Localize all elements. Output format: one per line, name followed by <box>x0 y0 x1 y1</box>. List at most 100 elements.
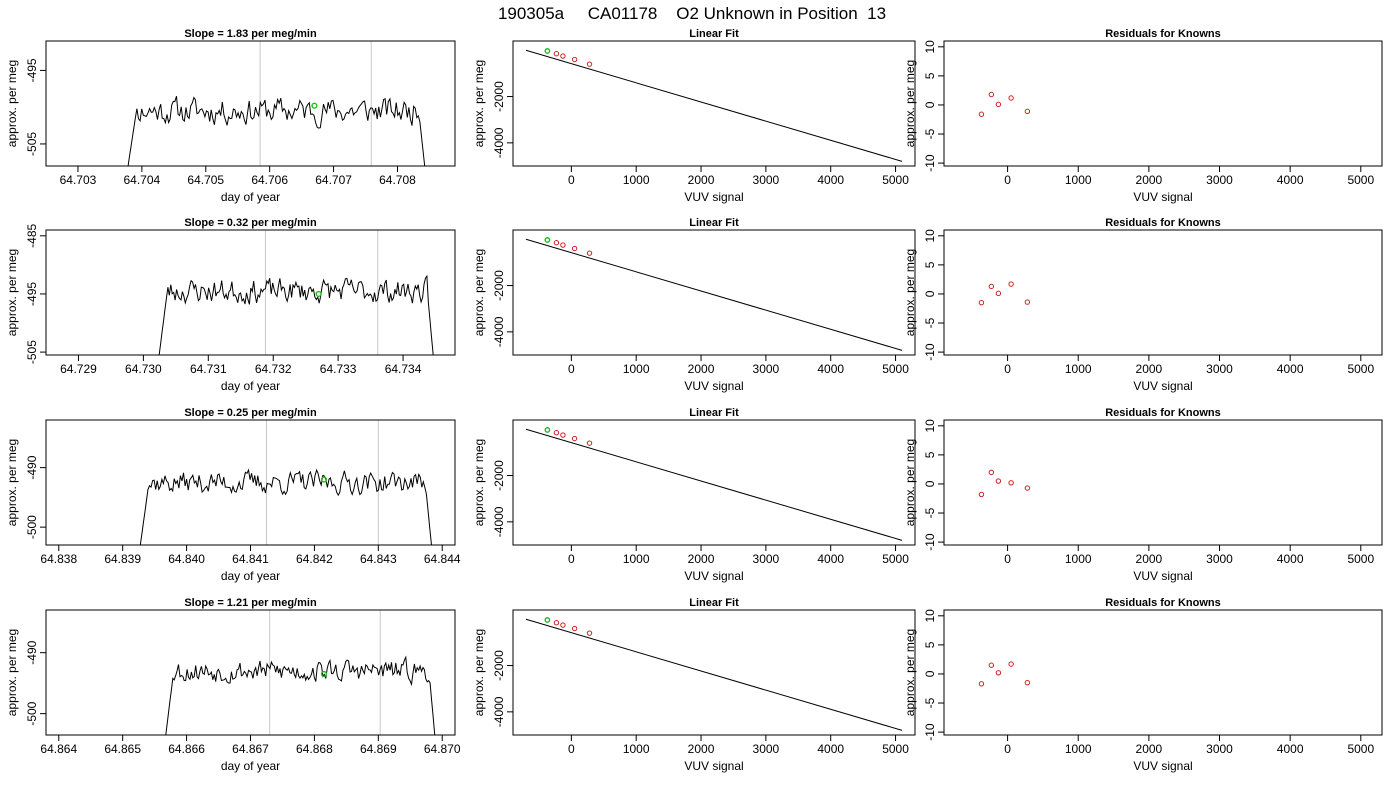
y-tick-label: -5 <box>923 317 937 328</box>
y-axis-label: approx. per meg <box>5 60 19 147</box>
y-tick-label: -500 <box>25 701 39 725</box>
x-tick-label: 64.843 <box>360 552 397 566</box>
y-tick-label: 10 <box>923 40 937 54</box>
chart-panel-r1-c2: Linear Fit 0 1000 2000 3000 4000 5000 -4000 -200… <box>472 28 916 204</box>
known-point <box>571 56 578 63</box>
time-series-trace <box>127 96 426 166</box>
chart-panel-r1-c1: Slope = 1.83 per meg/min 64.703 64.704 64.7… <box>5 28 456 204</box>
x-tick-label: 3000 <box>753 173 780 187</box>
x-tick-label: 2000 <box>1136 742 1163 756</box>
x-tick-label: 0 <box>568 742 575 756</box>
x-tick-label: 0 <box>568 362 575 376</box>
y-axis-label: approx. per meg <box>903 629 917 716</box>
y-tick-label: -4000 <box>492 696 506 727</box>
y-tick-label: -10 <box>923 154 937 172</box>
residual-point <box>978 681 985 687</box>
residual-point <box>1008 661 1014 667</box>
chart-panel-r2-c2: Linear Fit 0 1000 2000 3000 4000 5000 -4000 -200… <box>472 217 916 393</box>
x-axis-label: VUV signal <box>684 190 743 204</box>
chart-panel-r4-c1: Slope = 1.21 per meg/min 64.864 64.865 64.8… <box>5 597 461 773</box>
chart-panel-r3-c1: Slope = 0.25 per meg/min 64.838 64.839 64.8… <box>5 407 461 583</box>
unknown-point <box>544 427 551 433</box>
x-tick-label: 4000 <box>817 362 844 376</box>
known-point <box>553 430 560 436</box>
y-tick-label: -5 <box>923 128 937 139</box>
residual-point <box>978 299 985 306</box>
y-axis-label: approx. per meg <box>472 629 486 716</box>
known-point <box>553 620 560 626</box>
x-tick-label: 3000 <box>1206 362 1233 376</box>
x-tick-label: 4000 <box>817 173 844 187</box>
unknown-point <box>315 290 322 298</box>
plot-area <box>127 41 426 166</box>
x-axis-label: VUV signal <box>1133 190 1192 204</box>
y-tick-label: 5 <box>923 641 937 648</box>
plot-area <box>978 281 1031 306</box>
residual-point <box>1024 485 1031 491</box>
y-axis-label: approx. per meg <box>5 629 19 716</box>
x-tick-label: 5000 <box>882 742 909 756</box>
plot-frame <box>943 419 1383 546</box>
y-tick-label: -5 <box>923 507 937 518</box>
known-point <box>586 61 593 67</box>
x-tick-label: 4000 <box>1277 173 1304 187</box>
known-point <box>553 51 560 57</box>
x-tick-label: 3000 <box>1206 742 1233 756</box>
y-tick-label: 0 <box>923 101 937 108</box>
x-tick-label: 64.730 <box>125 362 162 376</box>
panel-title: Slope = 0.32 per meg/min <box>184 217 317 229</box>
x-axis-label: VUV signal <box>1133 379 1192 393</box>
residual-point <box>988 469 995 476</box>
page-title: 190305a CA01178 O2 Unknown in Position 1… <box>498 4 886 23</box>
panel-title: Linear Fit <box>689 217 739 229</box>
residual-point <box>1024 299 1031 305</box>
x-tick-label: 2000 <box>1136 552 1163 566</box>
y-tick-label: -2000 <box>492 650 506 681</box>
x-tick-label: 4000 <box>817 552 844 566</box>
y-axis-label: approx. per meg <box>472 439 486 526</box>
x-tick-label: 2000 <box>1136 362 1163 376</box>
residual-point <box>978 491 985 498</box>
y-tick-label: 0 <box>923 670 937 677</box>
residual-point <box>978 111 985 117</box>
x-tick-label: 1000 <box>623 173 650 187</box>
x-tick-label: 0 <box>1004 552 1011 566</box>
panel-title: Residuals for Knowns <box>1105 28 1221 40</box>
x-tick-label: 0 <box>568 173 575 187</box>
residual-point <box>988 91 995 98</box>
plot-area <box>139 420 432 545</box>
fit-line <box>525 238 903 351</box>
x-tick-label: 64.841 <box>232 552 269 566</box>
panel-title: Linear Fit <box>689 407 739 419</box>
x-tick-label: 64.704 <box>124 173 161 187</box>
residual-point <box>1024 108 1031 115</box>
y-tick-label: -495 <box>25 282 39 306</box>
time-series-trace <box>139 468 432 545</box>
plot-area <box>978 661 1031 687</box>
x-axis-label: VUV signal <box>684 759 743 773</box>
plot-area <box>978 469 1031 498</box>
known-point <box>560 432 566 438</box>
x-tick-label: 64.864 <box>40 742 77 756</box>
x-tick-label: 64.707 <box>315 173 352 187</box>
plot-frame <box>512 40 916 167</box>
known-point <box>553 240 560 246</box>
x-axis-label: VUV signal <box>684 379 743 393</box>
unknown-point <box>544 48 551 54</box>
plot-frame <box>512 419 916 546</box>
x-tick-label: 64.705 <box>187 173 224 187</box>
x-tick-label: 2000 <box>688 173 715 187</box>
y-tick-label: -490 <box>25 640 39 664</box>
y-tick-label: -10 <box>923 723 937 741</box>
x-tick-label: 5000 <box>882 552 909 566</box>
fit-line <box>525 618 903 731</box>
x-tick-label: 64.729 <box>60 362 97 376</box>
x-tick-label: 3000 <box>1206 173 1233 187</box>
x-tick-label: 64.731 <box>190 362 227 376</box>
residual-point <box>1008 480 1014 486</box>
x-tick-label: 3000 <box>753 362 780 376</box>
y-axis-label: approx. per meg <box>5 249 19 336</box>
panel-title: Slope = 1.21 per meg/min <box>184 597 317 609</box>
plot-frame <box>45 40 456 167</box>
x-tick-label: 3000 <box>1206 552 1233 566</box>
